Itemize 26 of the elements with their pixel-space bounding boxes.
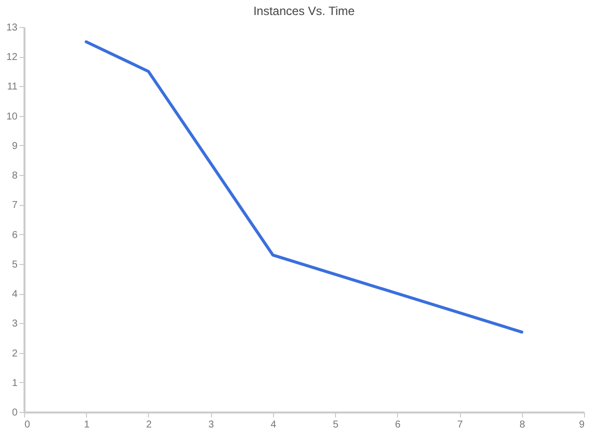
y-tick-label: 3 [12, 318, 18, 330]
y-tick-label: 9 [12, 140, 18, 152]
y-tick-label: 5 [12, 259, 18, 270]
y-tick-label: 1 [12, 378, 18, 389]
y-tick-label: 7 [12, 200, 18, 212]
x-tick-label: 5 [332, 420, 339, 430]
y-tick-label: 10 [6, 111, 18, 122]
x-tick-label: 9 [578, 420, 585, 430]
y-tick-label: 12 [6, 52, 18, 64]
x-tick-label: 6 [395, 420, 402, 430]
y-tick-label: 13 [6, 22, 18, 34]
y-tick-label: 0 [12, 408, 18, 418]
x-tick-label: 1 [84, 420, 90, 430]
x-tick-label: 4 [270, 420, 277, 430]
x-tick-label: 8 [519, 420, 526, 430]
line-series [84, 40, 524, 334]
y-tick-label: 11 [7, 82, 18, 93]
y-tick-label: 4 [12, 289, 18, 300]
y-tick-label: 2 [12, 348, 18, 360]
x-tick-label: 0 [24, 420, 30, 430]
chart-title: Instances Vs. Time [253, 4, 356, 18]
y-tick-label: 6 [12, 230, 18, 241]
y-tick-label: 8 [12, 170, 18, 182]
x-tick-label: 3 [208, 420, 214, 430]
x-tick-label: 2 [146, 420, 152, 430]
x-tick-label: 7 [457, 420, 464, 430]
